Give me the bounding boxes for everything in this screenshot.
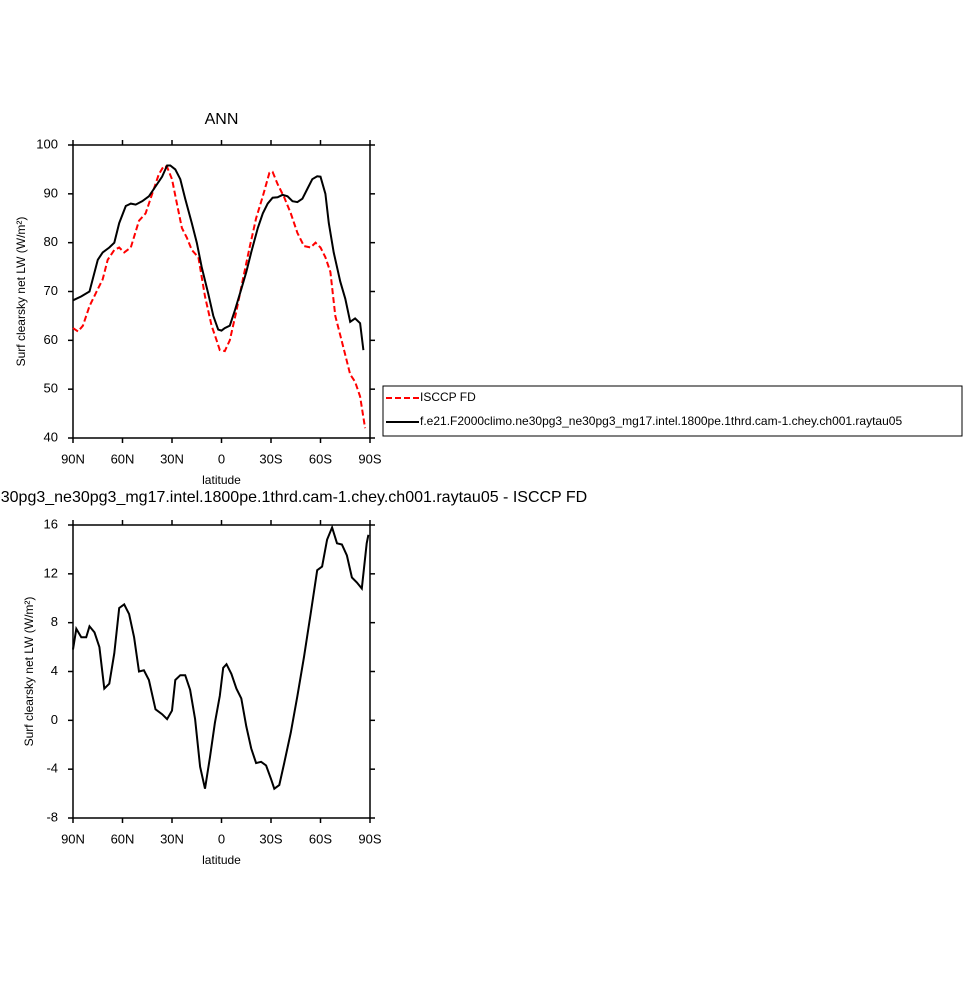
chart-title: ANN: [205, 111, 239, 128]
x-tick-label: 30N: [160, 451, 184, 466]
plot-frame: [72, 144, 371, 439]
x-tick-label: 30N: [160, 831, 184, 846]
y-tick-label: 8: [51, 614, 58, 629]
y-tick-label: 50: [44, 381, 58, 396]
y-tick-label: -4: [46, 761, 58, 776]
data-line: [72, 164, 367, 429]
y-tick-label: 70: [44, 283, 58, 298]
y-tick-label: 100: [36, 136, 58, 151]
data-line: [72, 524, 370, 791]
y-tick-label: 12: [44, 565, 58, 580]
legend-label: ISCCP FD: [420, 390, 476, 404]
x-tick-label: 90N: [61, 451, 85, 466]
x-tick-label: 30S: [259, 451, 282, 466]
y-axis-label: Surf clearsky net LW (W/m²): [22, 597, 36, 747]
x-axis-label: latitude: [202, 473, 241, 487]
x-tick-label: 30S: [259, 831, 282, 846]
x-tick-label: 90S: [358, 831, 381, 846]
x-tick-label: 60N: [111, 831, 135, 846]
x-tick-label: 0: [218, 451, 225, 466]
chart-title: f.e21.F2000climo.ne30pg3_ne30pg3_mg17.in…: [0, 489, 587, 506]
x-tick-label: 60N: [111, 451, 135, 466]
y-axis-label: Surf clearsky net LW (W/m²): [14, 217, 28, 367]
y-tick-label: 0: [51, 712, 58, 727]
x-tick-label: 0: [218, 831, 225, 846]
x-tick-label: 60S: [309, 831, 332, 846]
y-tick-label: 60: [44, 332, 58, 347]
x-tick-label: 60S: [309, 451, 332, 466]
legend-box: [382, 385, 963, 437]
y-tick-label: 80: [44, 234, 58, 249]
x-tick-label: 90N: [61, 831, 85, 846]
x-axis-label: latitude: [202, 853, 241, 867]
x-tick-label: 90S: [358, 451, 381, 466]
y-tick-label: 40: [44, 429, 58, 444]
y-tick-label: -8: [46, 809, 58, 824]
y-tick-label: 16: [44, 516, 58, 531]
y-tick-label: 90: [44, 185, 58, 200]
plot-frame: [72, 524, 371, 819]
data-line: [72, 164, 365, 351]
y-tick-label: 4: [51, 663, 58, 678]
legend-label: f.e21.F2000climo.ne30pg3_ne30pg3_mg17.in…: [420, 414, 902, 428]
